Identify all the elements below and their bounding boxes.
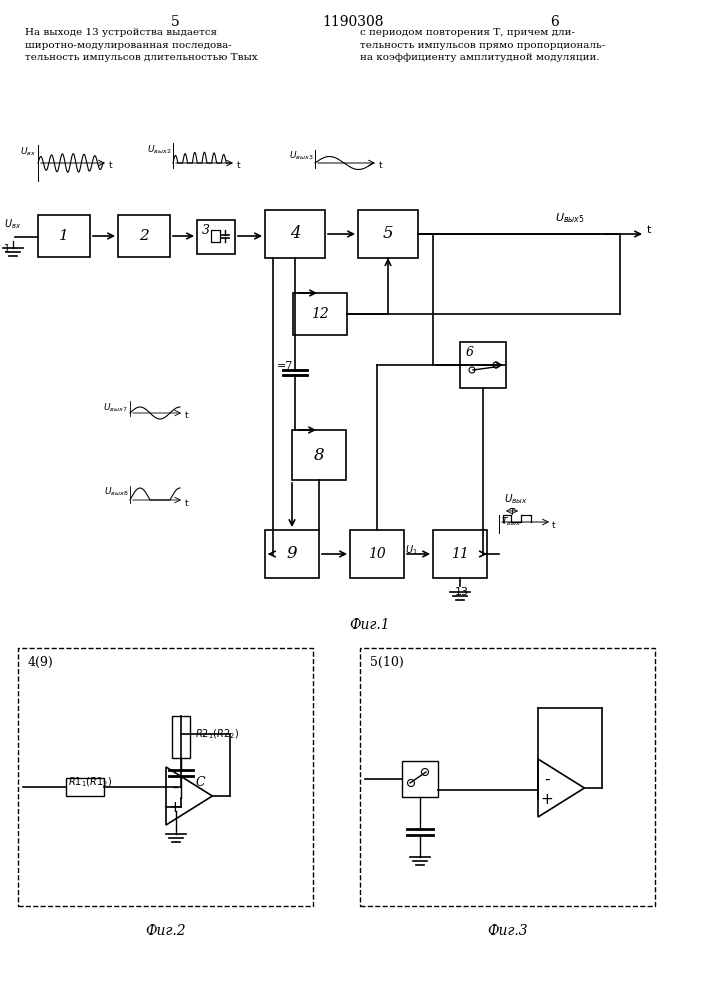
- Text: 9: 9: [286, 546, 298, 562]
- Text: Фиг.3: Фиг.3: [487, 924, 528, 938]
- Text: -: -: [173, 780, 177, 794]
- Bar: [293, 293, 347, 335]
- Text: Фиг.2: Фиг.2: [145, 924, 186, 938]
- Text: На выходе 13 устройства выдается
широтно-модулированная последова-
тельность имп: На выходе 13 устройства выдается широтно…: [25, 28, 258, 62]
- Bar: [460, 342, 506, 388]
- Text: t: t: [109, 161, 112, 170]
- Text: 5: 5: [382, 226, 393, 242]
- Bar: [197, 220, 235, 254]
- Bar: [292, 430, 346, 480]
- Bar: [358, 210, 418, 258]
- Text: $U_{вых8}$: $U_{вых8}$: [103, 486, 128, 498]
- Text: 1: 1: [4, 244, 10, 254]
- Bar: [172, 716, 190, 758]
- Text: =7: =7: [277, 361, 293, 371]
- Bar: [18, 648, 313, 906]
- Text: $U_{вых}$: $U_{вых}$: [504, 492, 528, 506]
- Text: t: t: [647, 225, 651, 235]
- Text: $U_{вых2}$: $U_{вых2}$: [146, 143, 171, 155]
- Bar: [350, 530, 404, 578]
- Text: 4: 4: [290, 226, 300, 242]
- Bar: [211, 230, 220, 242]
- Text: 5: 5: [170, 15, 180, 29]
- Bar: [118, 215, 170, 257]
- Text: 1190308: 1190308: [323, 15, 384, 29]
- Text: 5(10): 5(10): [370, 656, 404, 668]
- Bar: [402, 761, 438, 797]
- Bar: [66, 778, 104, 796]
- Bar: [433, 530, 487, 578]
- Text: C: C: [196, 776, 206, 788]
- Text: +: +: [169, 800, 182, 814]
- Text: 8: 8: [314, 446, 325, 464]
- Bar: [360, 648, 655, 906]
- Bar: [265, 530, 319, 578]
- Text: $T_{вых}$: $T_{вых}$: [501, 516, 521, 528]
- Bar: [38, 215, 90, 257]
- Text: 3: 3: [202, 224, 210, 236]
- Text: 4(9): 4(9): [28, 656, 54, 668]
- Text: с периодом повторения Т, причем дли-
тельность импульсов прямо пропорциональ-
на: с периодом повторения Т, причем дли- тел…: [360, 28, 605, 62]
- Text: t: t: [379, 161, 382, 170]
- Text: 12: 12: [311, 307, 329, 321]
- Text: $U_{вх}$: $U_{вх}$: [4, 217, 21, 231]
- Text: $U_{вых7}$: $U_{вых7}$: [103, 401, 128, 414]
- Text: -: -: [544, 772, 550, 786]
- Text: t: t: [185, 412, 189, 420]
- Circle shape: [421, 768, 428, 776]
- Text: $U_{вых5}$: $U_{вых5}$: [555, 211, 585, 225]
- Text: t: t: [552, 520, 556, 530]
- Text: 2: 2: [139, 229, 149, 243]
- Text: t: t: [185, 498, 189, 508]
- Text: $U_{вых3}$: $U_{вых3}$: [288, 150, 313, 162]
- Text: $R1_1(R1_2)$: $R1_1(R1_2)$: [68, 775, 112, 789]
- Text: 6: 6: [466, 346, 474, 359]
- Text: Фиг.1: Фиг.1: [350, 618, 390, 632]
- Text: 10: 10: [368, 547, 386, 561]
- Circle shape: [493, 362, 499, 368]
- Text: $U_{вх}$: $U_{вх}$: [20, 145, 36, 158]
- Text: t: t: [237, 161, 240, 170]
- Circle shape: [407, 780, 414, 786]
- Text: +: +: [541, 792, 554, 806]
- Text: T: T: [510, 508, 515, 517]
- Text: 1: 1: [59, 229, 69, 243]
- Text: 13: 13: [455, 587, 469, 597]
- Text: $U_1$: $U_1$: [405, 543, 418, 557]
- Circle shape: [469, 367, 475, 373]
- Text: 11: 11: [451, 547, 469, 561]
- Bar: [265, 210, 325, 258]
- Text: 6: 6: [551, 15, 559, 29]
- Text: $R2_1(R2_2)$: $R2_1(R2_2)$: [195, 727, 239, 741]
